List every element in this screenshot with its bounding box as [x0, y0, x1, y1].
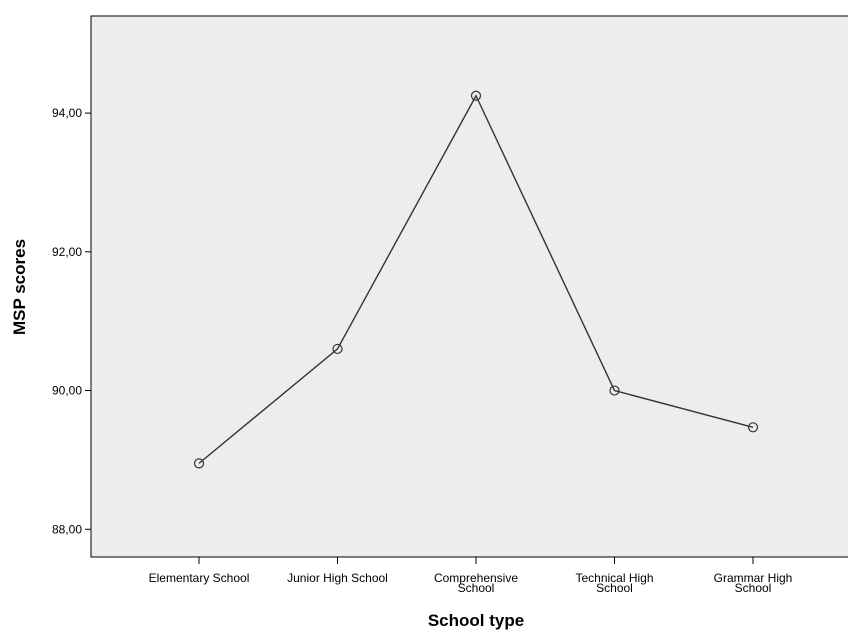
series-line [198, 94, 754, 464]
x-axis-label: School type [428, 611, 524, 630]
y-axis-label: MSP scores [10, 239, 29, 335]
x-tick-label: Elementary School [149, 571, 250, 585]
data-point [332, 343, 343, 355]
x-tick-label: Grammar High School [714, 571, 793, 595]
data-point [470, 90, 482, 101]
data-point [609, 385, 620, 396]
y-tick-label: 92,00 [52, 245, 82, 259]
plot-area [90, 15, 848, 558]
x-tick-label: Junior High School [287, 571, 388, 585]
x-tick-label: Comprehensive School [434, 571, 518, 595]
data-points [193, 90, 759, 469]
x-axis: Elementary School Junior High School Compr… [149, 557, 793, 595]
y-tick-label: 94,00 [52, 106, 82, 120]
data-point [747, 422, 759, 433]
y-tick-label: 88,00 [52, 522, 82, 536]
y-axis: 88,00 90,00 92,00 94,00 [52, 106, 91, 536]
data-point [193, 458, 205, 469]
x-tick-label: Technical High School [575, 571, 653, 595]
y-tick-label: 90,00 [52, 384, 82, 398]
